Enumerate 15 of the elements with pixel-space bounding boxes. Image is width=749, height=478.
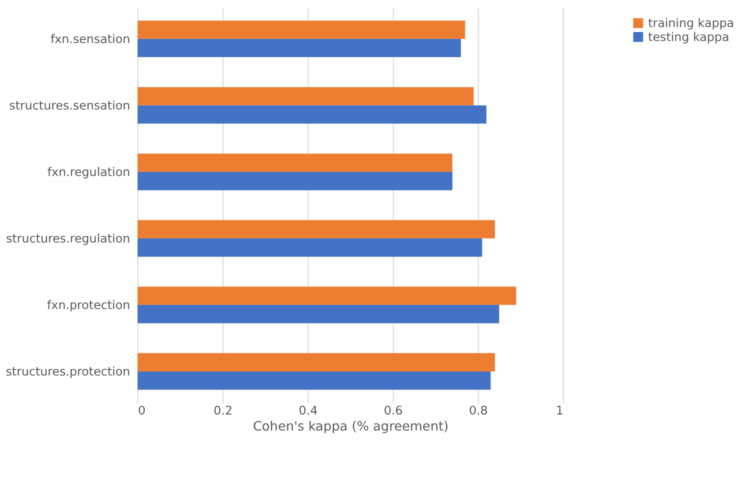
- y-tick-label: structures.protection: [6, 364, 130, 378]
- legend-label: training kappa: [648, 16, 734, 30]
- y-tick-label: structures.sensation: [9, 98, 130, 112]
- x-tick-label: 0.2: [214, 403, 233, 418]
- x-axis-title: Cohen's kappa (% agreement): [252, 419, 449, 434]
- x-tick-label: 1: [556, 403, 564, 418]
- y-tick-label: fxn.protection: [47, 298, 130, 312]
- x-tick-label: 0: [138, 403, 146, 418]
- x-tick-label: 0.4: [298, 403, 318, 418]
- y-tick-label: fxn.regulation: [47, 164, 130, 179]
- y-tick-label: structures.regulation: [6, 231, 130, 246]
- legend-label: testing kappa: [648, 30, 730, 44]
- x-tick-label: 0.8: [468, 403, 488, 418]
- x-tick-label: 0.6: [384, 403, 403, 418]
- y-tick-label: fxn.sensation: [50, 32, 130, 46]
